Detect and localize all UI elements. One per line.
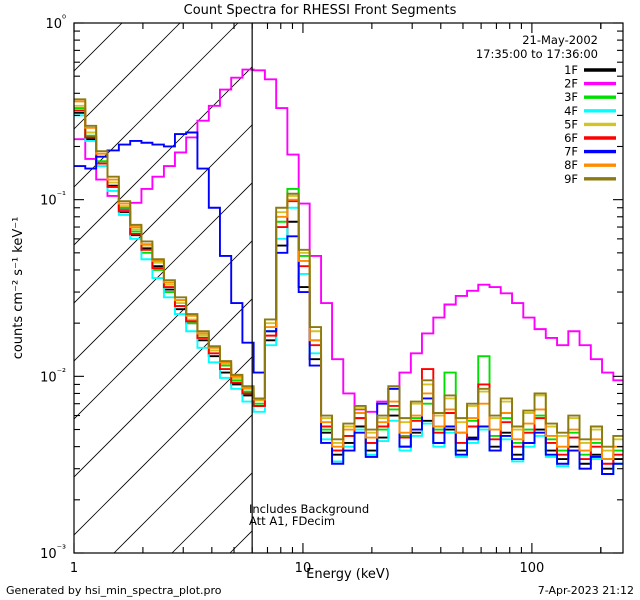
legend-item-3f: 3F	[564, 90, 616, 104]
legend-label: 4F	[564, 104, 578, 118]
legend-label: 9F	[564, 172, 578, 186]
footer-generator: Generated by hsi_min_spectra_plot.pro	[6, 584, 222, 597]
legend-label: 5F	[564, 117, 578, 131]
x-tick-label: 10	[295, 561, 312, 576]
spectra-curves	[74, 68, 623, 475]
x-tick-label: 1	[70, 561, 78, 576]
legend-label: 7F	[564, 145, 578, 159]
x-axis-label: Energy (keV)	[306, 567, 390, 582]
legend-item-9f: 9F	[564, 172, 616, 186]
legend-item-1f: 1F	[564, 63, 616, 77]
curve-3f	[74, 107, 623, 461]
y-tick-label: 10⁻³	[40, 544, 66, 562]
curve-8f	[74, 100, 623, 461]
curve-6f	[74, 109, 623, 465]
curve-5f	[74, 104, 623, 452]
legend-label: 8F	[564, 158, 578, 172]
note-attenuator: Att A1, FDecim	[249, 514, 335, 528]
y-axis-label: counts cm⁻² s⁻¹ keV⁻¹	[11, 217, 26, 360]
legend-item-5f: 5F	[564, 117, 616, 131]
observation-date: 21-May-2002	[522, 33, 598, 47]
legend-item-6f: 6F	[564, 131, 616, 145]
observation-time-range: 17:35:00 to 17:36:00	[476, 47, 598, 61]
legend-label: 1F	[564, 63, 578, 77]
y-tick-labels: 10⁰ 10⁻¹ 10⁻² 10⁻³	[40, 14, 66, 562]
footer-timestamp: 7-Apr-2023 21:12	[538, 584, 634, 597]
y-tick-label: 10⁻¹	[40, 191, 66, 209]
x-tick-label: 100	[519, 561, 544, 576]
legend-item-7f: 7F	[564, 145, 616, 159]
legend-item-4f: 4F	[564, 104, 616, 118]
curve-4f	[74, 114, 623, 475]
y-tick-label: 10⁻²	[40, 367, 66, 385]
plot-frame	[73, 22, 624, 554]
legend-label: 6F	[564, 131, 578, 145]
curve-9f	[74, 98, 623, 448]
note-includes-background: Includes Background	[249, 502, 369, 516]
axis-ticks	[73, 22, 623, 554]
x-tick-labels: 1 10 100	[70, 561, 544, 576]
y-tick-label: 10⁰	[45, 14, 66, 32]
legend-label: 2F	[564, 77, 578, 91]
page-title: Count Spectra for RHESSI Front Segments	[184, 3, 457, 18]
legend-item-8f: 8F	[564, 158, 616, 172]
curve-7f	[74, 131, 623, 475]
legend-label: 3F	[564, 90, 578, 104]
legend-item-2f: 2F	[564, 77, 616, 91]
curve-2f	[74, 68, 623, 413]
